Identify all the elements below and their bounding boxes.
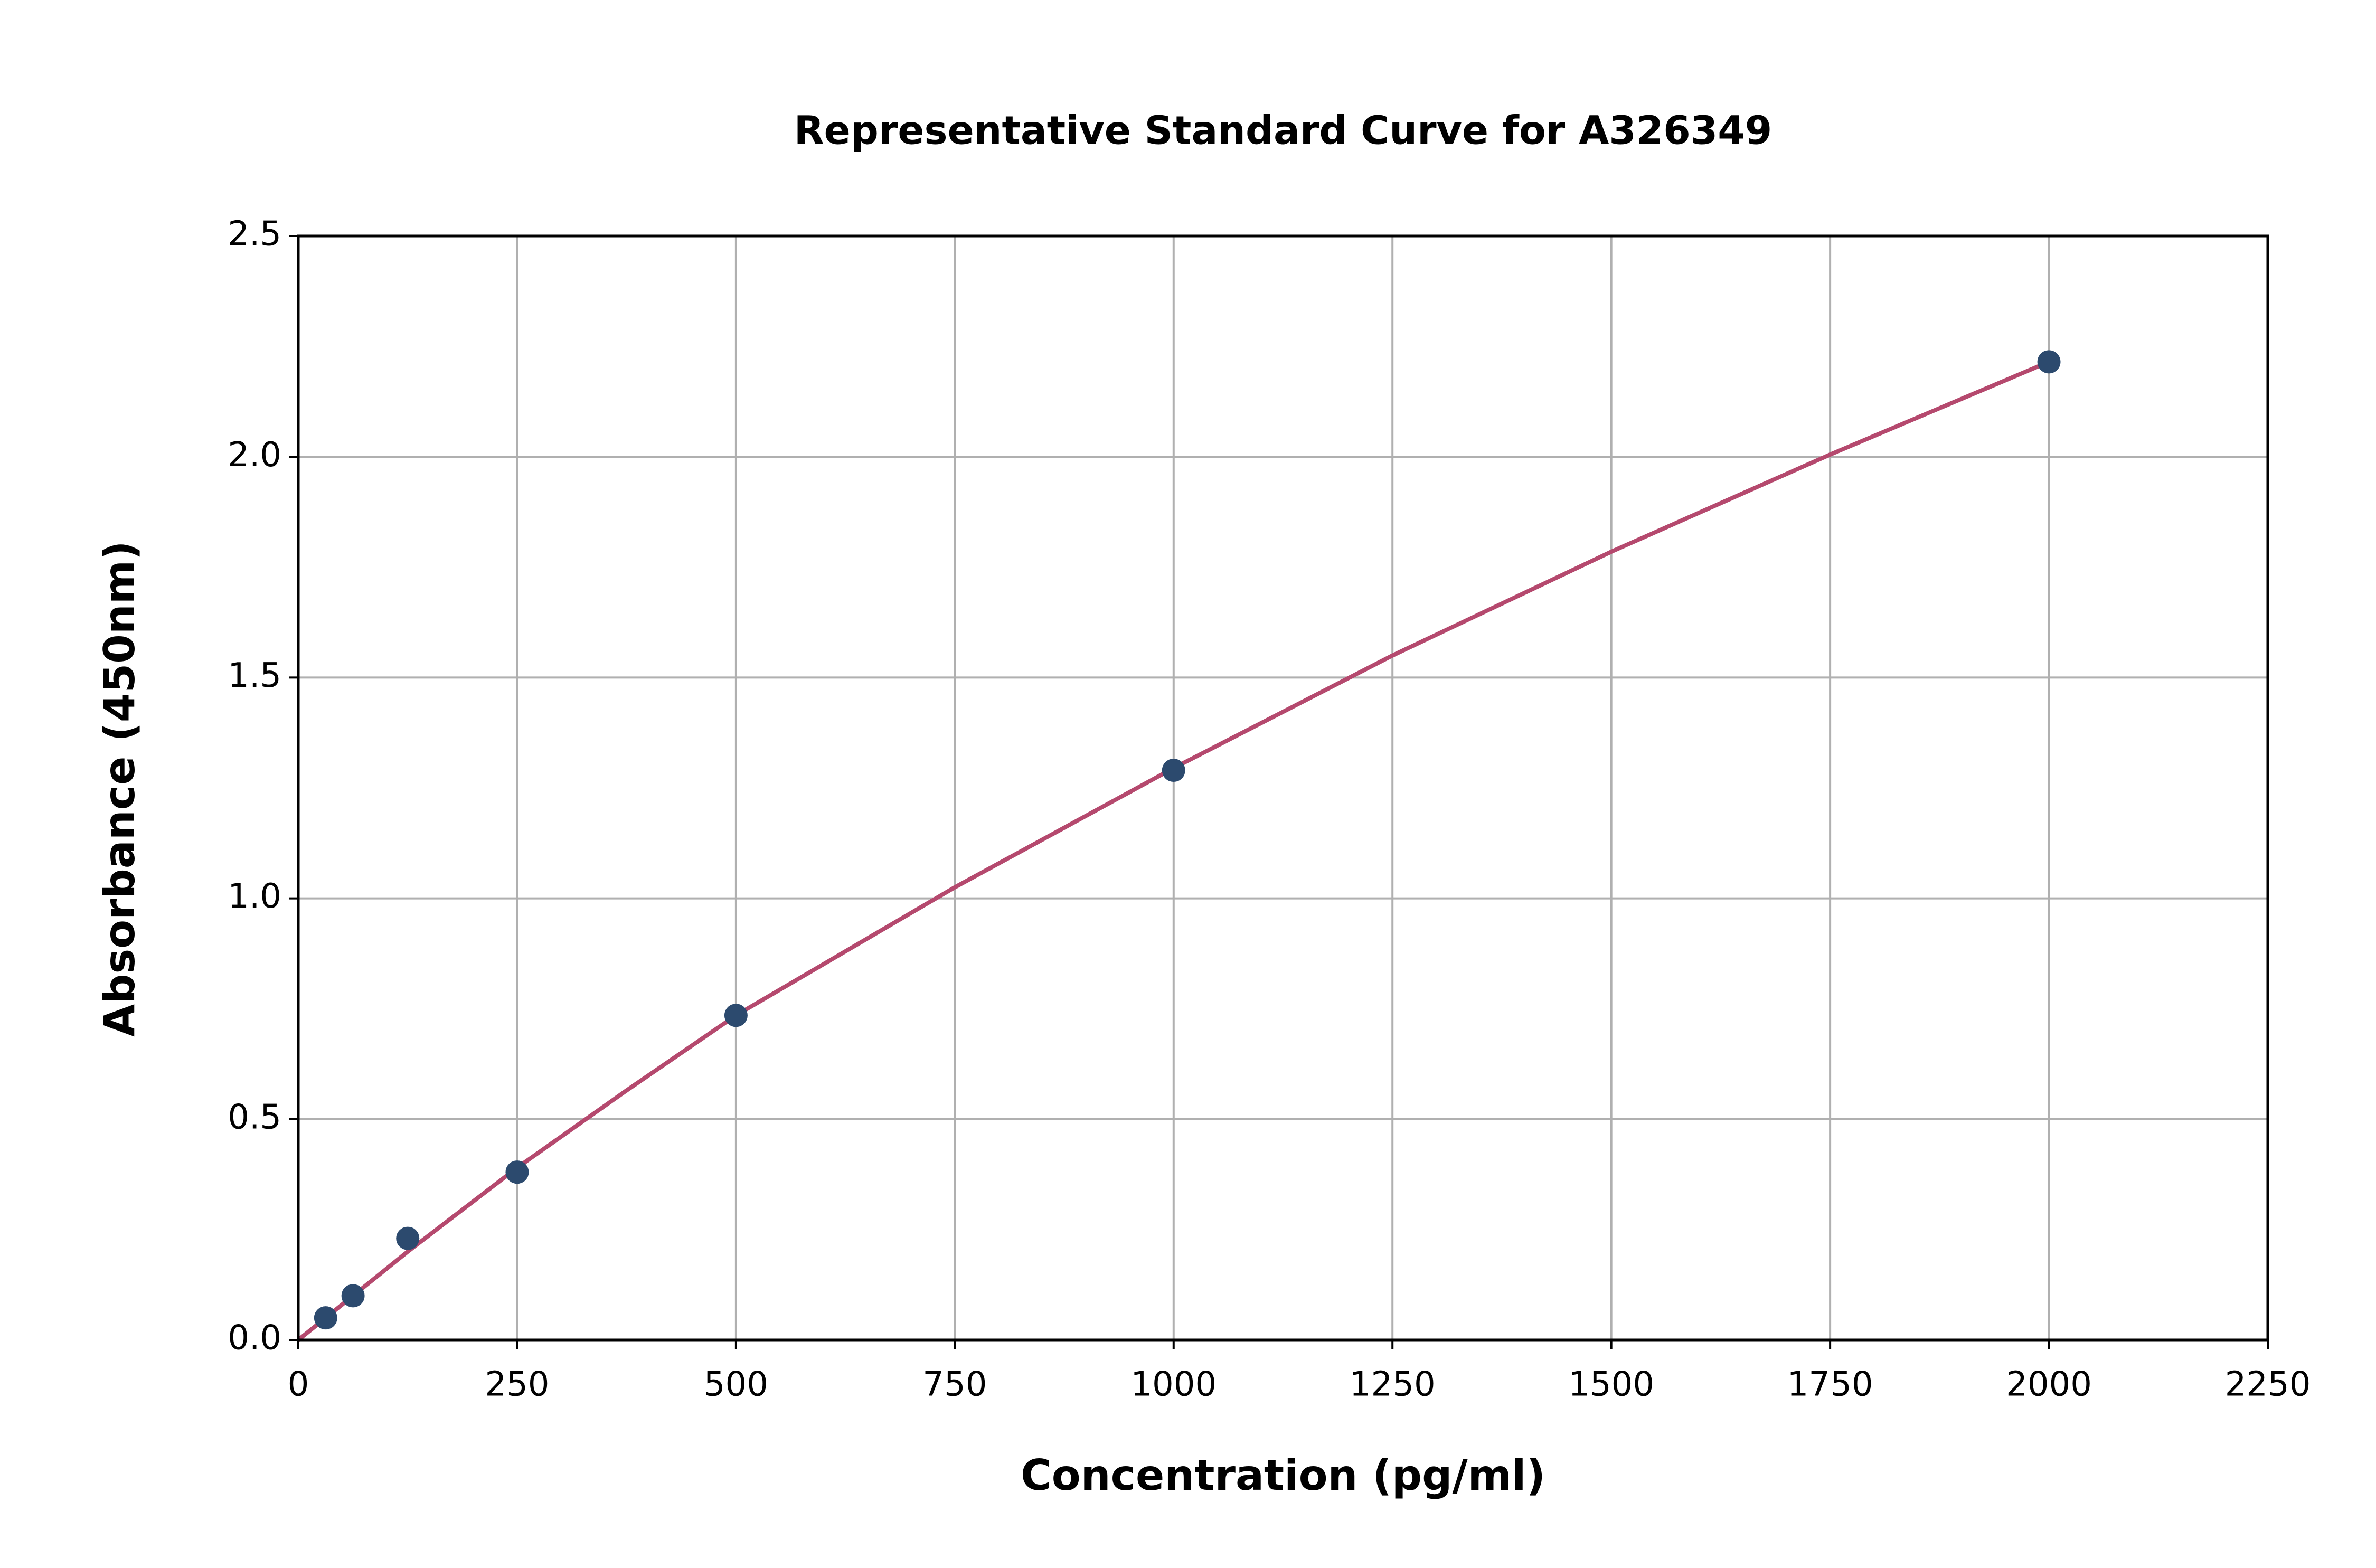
- x-tick-label: 750: [922, 1365, 987, 1404]
- data-point: [724, 1004, 748, 1027]
- x-tick-label: 1000: [1130, 1365, 1217, 1404]
- data-point: [1162, 759, 1185, 782]
- y-axis-label: Absorbance (450nm): [95, 541, 144, 1036]
- y-tick-label: 0.5: [228, 1098, 281, 1137]
- data-point: [341, 1284, 365, 1308]
- data-point: [2037, 350, 2061, 374]
- y-tick-label: 1.5: [228, 656, 281, 695]
- data-point: [505, 1160, 529, 1184]
- x-tick-label: 1500: [1568, 1365, 1654, 1404]
- y-tick-label: 1.0: [228, 877, 281, 916]
- x-tick-label: 1250: [1350, 1365, 1436, 1404]
- axes-frame: [297, 234, 2269, 1342]
- chart-title: Representative Standard Curve for A32634…: [794, 108, 1772, 154]
- x-axis-label: Concentration (pg/ml): [1021, 1451, 1545, 1500]
- x-tick-label: 1750: [1787, 1365, 1873, 1404]
- x-tick-label: 2250: [2225, 1365, 2311, 1404]
- y-tick-label: 2.0: [228, 436, 281, 475]
- x-tick-label: 0: [288, 1365, 309, 1404]
- y-tick-label: 0.0: [228, 1319, 281, 1358]
- fit-curve: [297, 360, 2050, 1342]
- plot-area: [297, 350, 2061, 1342]
- y-tick-label: 2.5: [228, 215, 281, 254]
- data-point: [396, 1226, 420, 1250]
- x-tick-label: 500: [704, 1365, 768, 1404]
- x-tick-label: 2000: [2006, 1365, 2092, 1404]
- x-tick-label: 250: [485, 1365, 549, 1404]
- data-point: [314, 1306, 337, 1330]
